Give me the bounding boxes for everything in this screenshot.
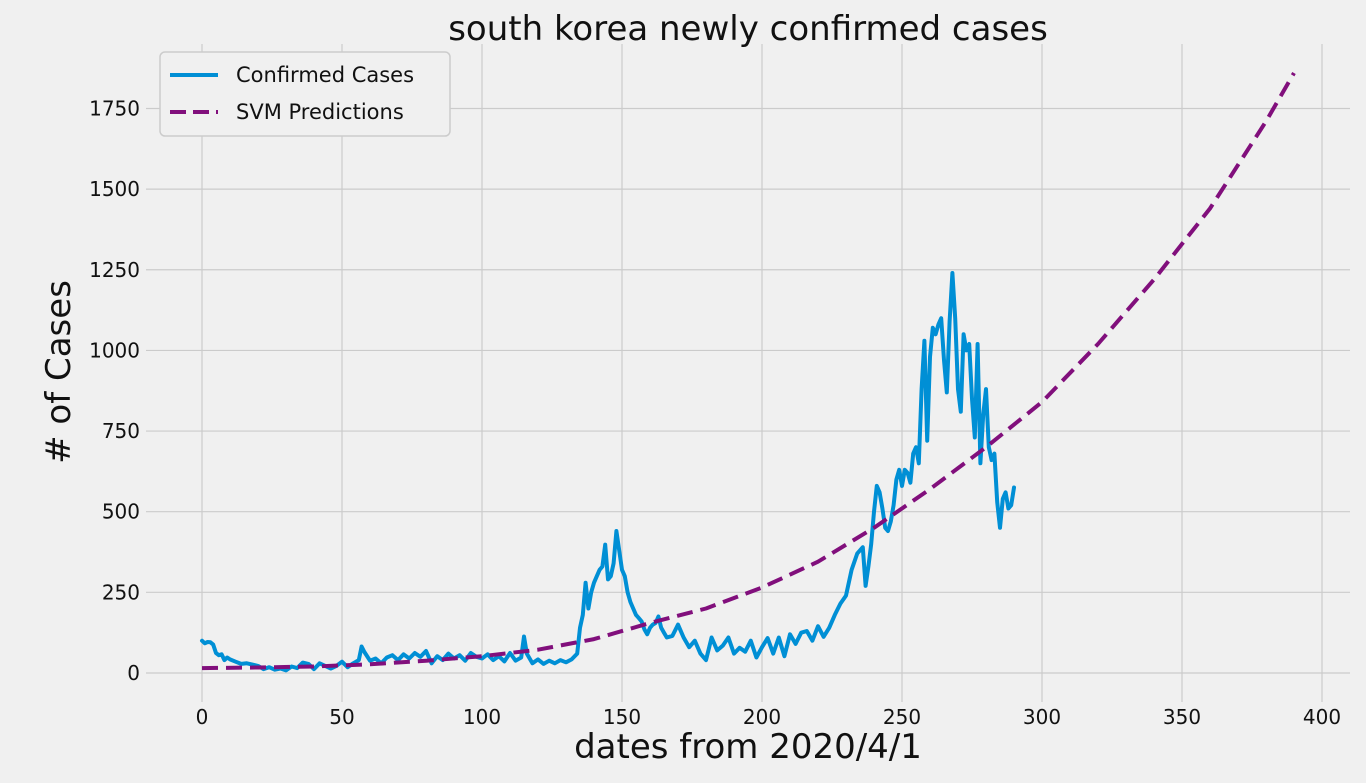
- x-ticks: 0 50 100 150 200 250 300 350 400: [196, 705, 1341, 729]
- x-tick-label: 150: [603, 705, 641, 729]
- x-tick-label: 250: [883, 705, 921, 729]
- series-line-svm-predictions: [201, 71, 1296, 671]
- y-tick-label: 750: [102, 419, 140, 443]
- y-tick-label: 1750: [89, 97, 140, 121]
- y-tick-label: 250: [102, 580, 140, 604]
- legend-label-svm: SVM Predictions: [236, 100, 404, 124]
- series: [200, 71, 1296, 673]
- legend: Confirmed Cases SVM Predictions: [159, 51, 451, 137]
- y-tick-label: 1000: [89, 338, 140, 362]
- chart-title: south korea newly confirmed cases: [448, 9, 1048, 49]
- y-axis-title: # of Cases: [39, 280, 79, 464]
- x-tick-label: 50: [329, 705, 354, 729]
- x-tick-label: 100: [463, 705, 501, 729]
- x-tick-label: 200: [743, 705, 781, 729]
- x-tick-label: 350: [1163, 705, 1201, 729]
- x-tick-label: 300: [1023, 705, 1061, 729]
- legend-label-confirmed: Confirmed Cases: [236, 63, 414, 87]
- x-tick-label: 0: [196, 705, 209, 729]
- y-tick-label: 500: [102, 500, 140, 524]
- legend-box: [159, 51, 451, 137]
- y-ticks: 0 250 500 750 1000 1250 1500 1750: [89, 97, 140, 685]
- y-tick-label: 1500: [89, 177, 140, 201]
- x-axis-title: dates from 2020/4/1: [574, 727, 922, 767]
- y-tick-label: 0: [127, 661, 140, 685]
- x-tick-label: 400: [1303, 705, 1341, 729]
- y-tick-label: 1250: [89, 258, 140, 282]
